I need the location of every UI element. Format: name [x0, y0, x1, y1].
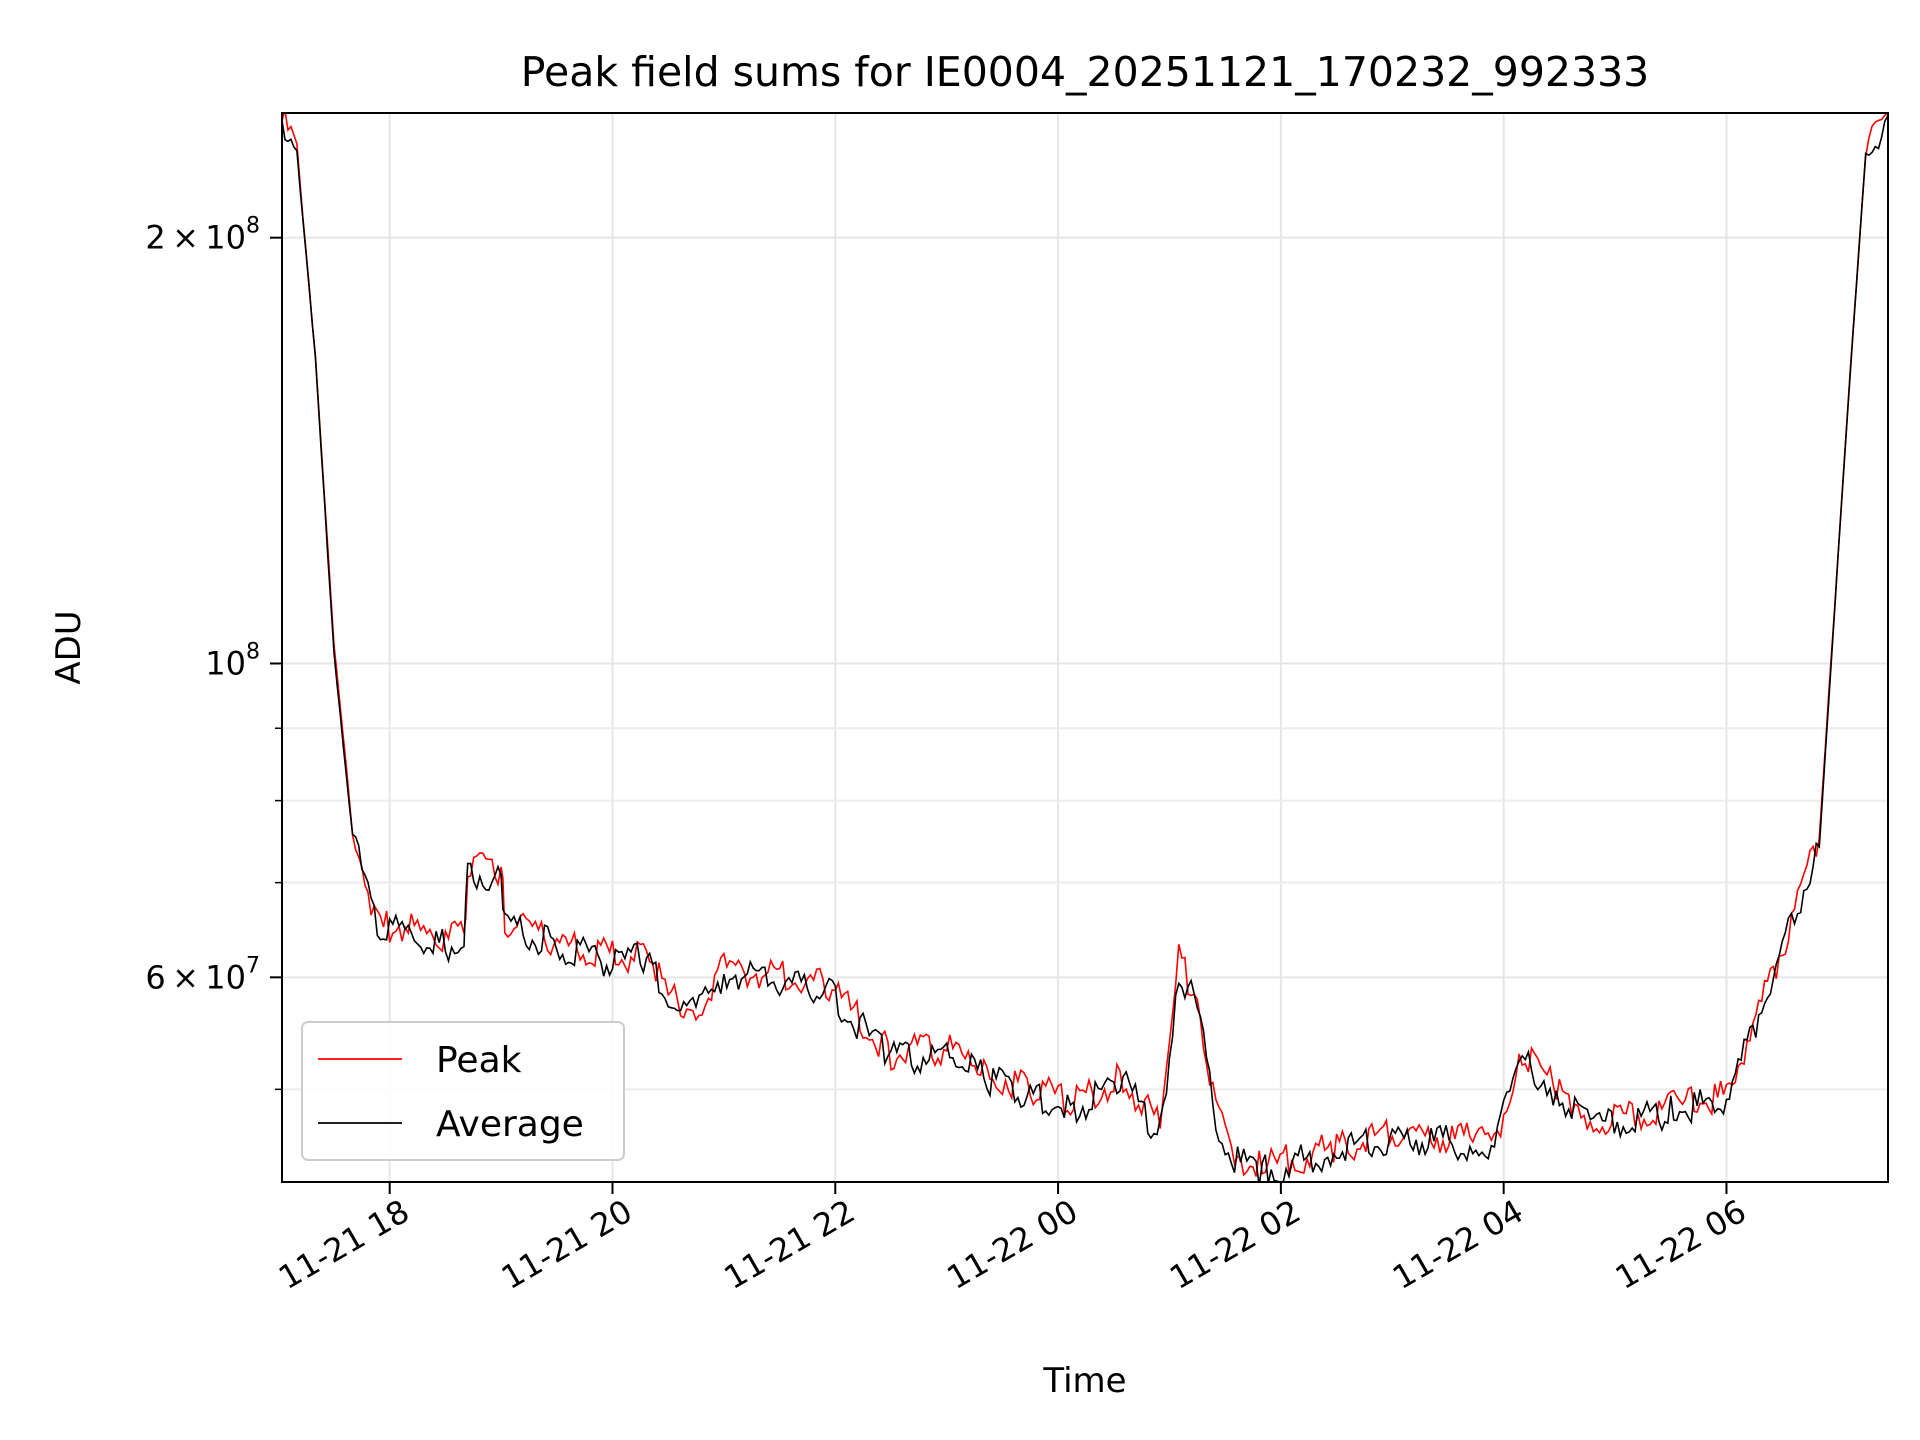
- y-tick-exponent: 7: [246, 953, 260, 978]
- series-line-peak: [282, 113, 1888, 1177]
- x-axis-label: Time: [1042, 1361, 1126, 1401]
- y-tick-label: 6 × 107: [145, 953, 260, 996]
- y-tick-mantissa: 6 × 10: [145, 958, 246, 996]
- y-tick-mantissa: 10: [205, 645, 246, 683]
- y-tick-label: 2 × 108: [145, 214, 260, 257]
- series-layer: [282, 113, 1888, 1182]
- legend-label: Average: [436, 1104, 584, 1145]
- y-tick-mantissa: 2 × 10: [145, 219, 246, 257]
- y-tick-exponent: 8: [246, 640, 260, 665]
- series-line-average: [282, 115, 1888, 1182]
- y-tick-label: 108: [205, 640, 260, 683]
- legend-label: Peak: [436, 1040, 522, 1081]
- plot-frame: [281, 112, 1889, 1183]
- y-axis-label: ADU: [49, 610, 89, 684]
- legend-box: [301, 1021, 625, 1161]
- legend: Peak Average: [301, 1021, 625, 1161]
- y-tick-exponent: 8: [246, 214, 260, 239]
- chart-title: Peak field sums for IE0004_20251121_1702…: [521, 48, 1650, 96]
